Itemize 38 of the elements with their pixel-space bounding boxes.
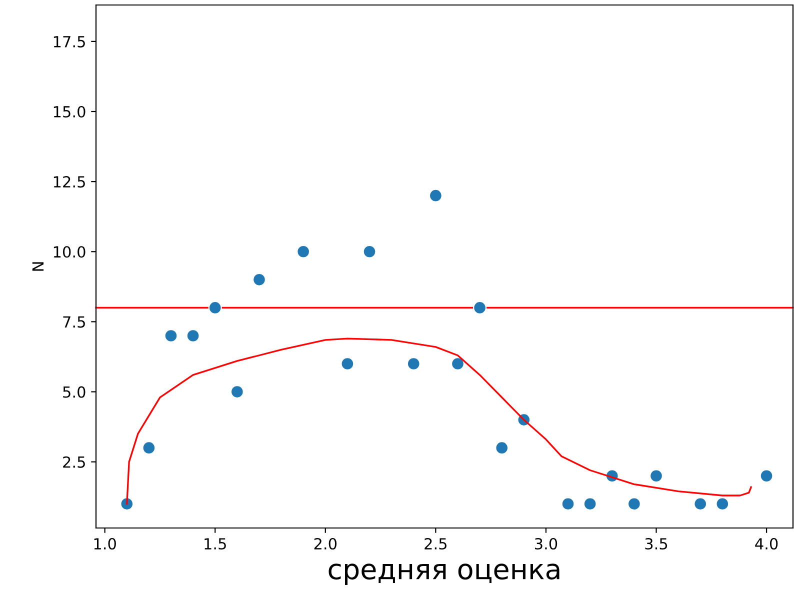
x-axis-title: средняя оценка <box>328 564 560 585</box>
point <box>627 497 641 511</box>
point <box>716 497 730 511</box>
point <box>406 356 420 371</box>
point <box>473 300 487 314</box>
y-axis-title: N <box>32 262 44 271</box>
point <box>649 469 664 483</box>
y-tick-label: 10.0 <box>54 246 86 258</box>
point <box>495 441 509 455</box>
x-tick-label: 1.5 <box>204 538 226 550</box>
point <box>186 328 200 342</box>
point <box>340 356 354 371</box>
point <box>760 469 774 483</box>
point <box>428 188 442 202</box>
point <box>561 497 575 511</box>
x-tick-label: 1.0 <box>94 538 116 550</box>
y-tick-label: 17.5 <box>54 36 85 48</box>
y-tick-label: 12.5 <box>54 176 85 188</box>
point <box>120 497 134 511</box>
point <box>296 244 310 258</box>
x-tick-label: 2.0 <box>314 538 337 550</box>
point <box>208 300 222 314</box>
point <box>583 497 597 511</box>
point <box>142 441 156 455</box>
y-tick-label: 2.5 <box>63 456 85 468</box>
x-tick-label: 3.5 <box>645 538 668 550</box>
y-tick-label: 7.5 <box>63 316 85 328</box>
x-tick-label: 4.0 <box>755 538 778 550</box>
y-tick-label: 5.0 <box>63 386 86 398</box>
x-tick-label: 3.0 <box>534 538 558 550</box>
point <box>450 356 464 371</box>
y-tick-label: 15.0 <box>54 106 86 118</box>
point <box>362 244 376 258</box>
point <box>252 272 266 286</box>
point <box>230 385 244 399</box>
x-tick-label: 2.5 <box>424 538 446 550</box>
point <box>694 497 708 511</box>
point <box>164 328 178 342</box>
